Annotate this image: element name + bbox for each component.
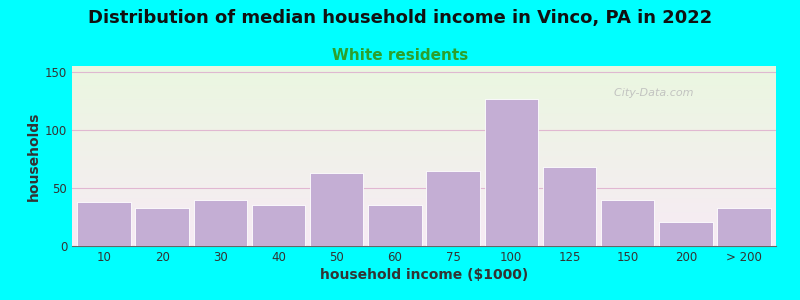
Text: White residents: White residents xyxy=(332,48,468,63)
Bar xyxy=(542,167,596,246)
Bar xyxy=(310,173,363,246)
Bar xyxy=(135,208,189,246)
Bar xyxy=(426,170,480,246)
Bar xyxy=(718,208,770,246)
Bar xyxy=(194,200,247,246)
Text: Distribution of median household income in Vinco, PA in 2022: Distribution of median household income … xyxy=(88,9,712,27)
Bar xyxy=(368,206,422,246)
Bar xyxy=(601,200,654,246)
Bar xyxy=(252,206,306,246)
Bar xyxy=(78,202,130,246)
X-axis label: household income ($1000): household income ($1000) xyxy=(320,268,528,282)
Text: City-Data.com: City-Data.com xyxy=(607,88,694,98)
Bar xyxy=(659,222,713,246)
Bar xyxy=(485,98,538,246)
Y-axis label: households: households xyxy=(26,111,41,201)
